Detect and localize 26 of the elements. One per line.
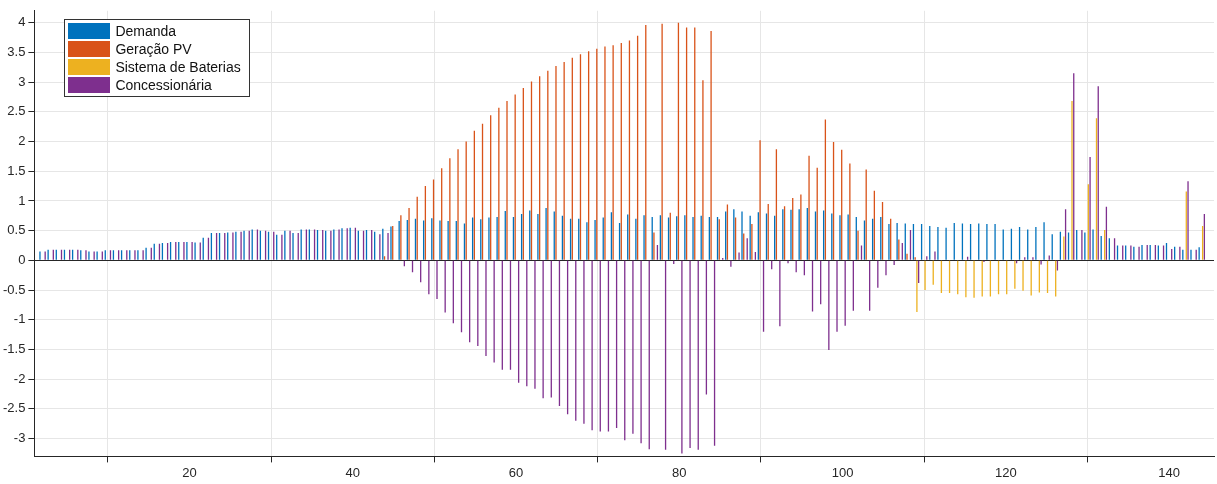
x-tick-label: 140: [1158, 464, 1180, 480]
y-tick-label: 4: [18, 14, 26, 30]
legend-label: Geração PV: [115, 39, 192, 58]
y-tick-label: 3.5: [7, 43, 26, 59]
y-tick-label: 0.5: [7, 222, 26, 238]
x-tick-label: 80: [672, 464, 687, 480]
legend-label: Concessionária: [115, 75, 212, 94]
y-tick-label: 2: [18, 133, 26, 149]
x-tick-label: 120: [994, 464, 1017, 480]
y-tick-label: 0: [18, 251, 26, 267]
x-tick-label: 60: [508, 464, 524, 480]
x-tick-label: 40: [345, 464, 360, 480]
x-tick-label: 20: [182, 464, 197, 480]
y-tick-label: -0.5: [2, 281, 26, 297]
y-tick-label: -1.5: [2, 341, 26, 357]
y-tick-label: 2.5: [7, 103, 26, 119]
y-tick-label: -1: [13, 311, 26, 327]
x-tick-label: 100: [831, 464, 854, 480]
y-tick-label: 3: [18, 73, 26, 89]
legend-label: Demanda: [115, 21, 177, 40]
y-tick-label: -2.5: [2, 400, 26, 416]
y-tick-label: 1: [18, 192, 26, 208]
legend-label: Sistema de Baterias: [115, 57, 241, 76]
y-tick-label: -3: [13, 430, 26, 446]
y-tick-label: 1.5: [7, 162, 26, 178]
y-tick-label: -2: [13, 370, 26, 386]
